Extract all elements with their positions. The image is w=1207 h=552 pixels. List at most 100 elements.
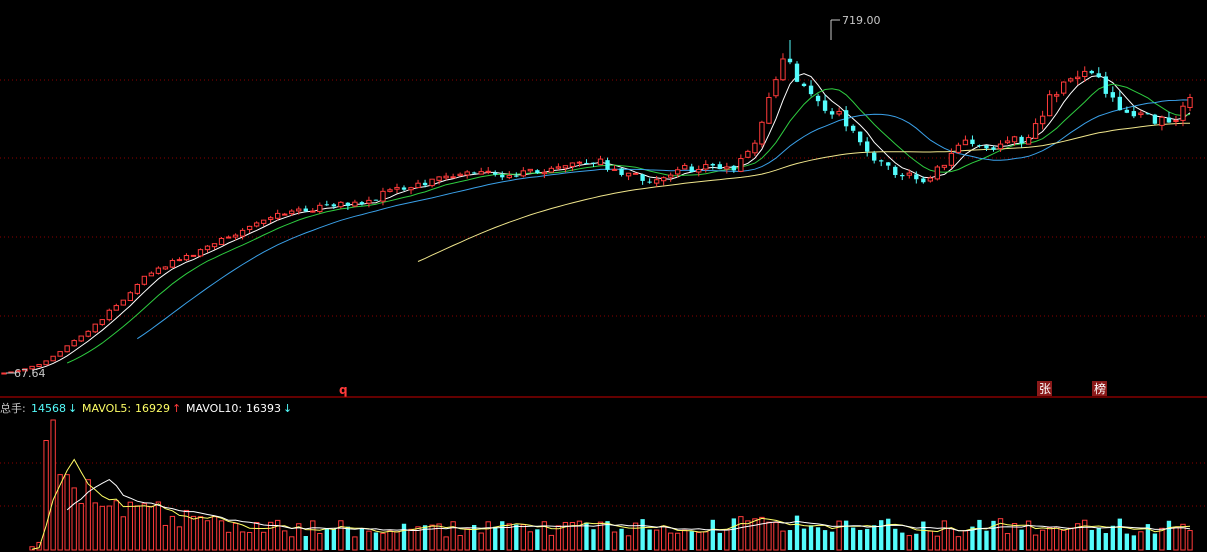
volume-bar-up xyxy=(127,501,133,551)
marker-zhang[interactable]: 张 xyxy=(1037,381,1052,396)
candle-body-down xyxy=(914,174,919,180)
candle-body-up xyxy=(1004,140,1011,144)
volume-bar-up xyxy=(941,520,948,551)
volume-bar-down xyxy=(872,525,877,550)
candle-body-up xyxy=(955,144,962,153)
candle-body-up xyxy=(204,245,211,251)
volume-bar-up xyxy=(50,419,56,551)
volume-bar-up xyxy=(78,502,84,551)
candle-body-up xyxy=(555,166,562,169)
candle-body-up xyxy=(1046,94,1053,117)
volume-bar-up xyxy=(1039,529,1046,551)
candle-body-down xyxy=(808,85,814,95)
candle-body-up xyxy=(738,158,744,172)
ma-line-60 xyxy=(417,122,1190,262)
candle-body-up xyxy=(766,97,772,124)
candle-body-up xyxy=(387,189,393,192)
mavol5-label: MAVOL5: xyxy=(82,402,131,415)
volume-bar-up xyxy=(703,531,709,551)
candle-body-down xyxy=(345,202,351,206)
volume-bar-up xyxy=(113,500,119,551)
volume-bar-up xyxy=(380,532,386,551)
volume-bar-up xyxy=(548,534,555,551)
candle-body-down xyxy=(829,111,835,115)
candle-body-down xyxy=(535,170,540,174)
volume-bar-down xyxy=(584,522,589,550)
total-volume-label: 总手: xyxy=(0,401,26,415)
mavol10-value: 16393 xyxy=(246,402,281,415)
candle-body-up xyxy=(443,175,449,179)
candle-body-up xyxy=(246,225,253,231)
volume-bar-up xyxy=(85,479,91,551)
candle-body-down xyxy=(731,165,737,171)
volume-bar-down xyxy=(1117,518,1122,550)
volume-bar-down xyxy=(359,528,365,550)
candle-body-up xyxy=(275,212,281,219)
volume-bar-down xyxy=(1096,528,1101,550)
volume-bar-up xyxy=(675,532,681,551)
candle-body-up xyxy=(1082,70,1088,78)
candle-body-up xyxy=(225,236,232,239)
volume-bar-up xyxy=(436,523,442,551)
candle-body-up xyxy=(1187,97,1193,108)
volume-bar-down xyxy=(879,520,884,550)
volume-bar-down xyxy=(1152,533,1158,550)
volume-bar-down xyxy=(991,520,996,550)
candle-body-down xyxy=(640,174,645,181)
volume-bar-up xyxy=(962,530,969,551)
volume-bar-up xyxy=(569,522,576,551)
candle-body-up xyxy=(29,365,35,370)
candle-body-up xyxy=(1053,94,1060,97)
candle-body-down xyxy=(500,174,505,178)
candle-body-up xyxy=(113,305,119,311)
marker-q[interactable]: q xyxy=(339,383,348,397)
ma-line-5 xyxy=(31,73,1191,371)
volume-bar-up xyxy=(253,521,260,551)
volume-bar-down xyxy=(1131,535,1137,550)
volume-bar-up xyxy=(780,530,786,551)
total-volume-value: 14568 xyxy=(31,402,66,415)
volume-bar-up xyxy=(183,509,190,551)
volume-bar-up xyxy=(260,531,267,551)
volume-bar-down xyxy=(886,518,891,550)
candle-body-up xyxy=(408,187,414,191)
candle-body-up xyxy=(1075,76,1081,80)
volume-bar-up xyxy=(527,531,534,551)
candle-body-down xyxy=(717,164,722,170)
candle-body-up xyxy=(394,186,400,190)
candle-body-up xyxy=(527,168,534,172)
volume-bar-down xyxy=(1166,520,1172,550)
candle-body-up xyxy=(520,170,526,177)
volume-bar-up xyxy=(541,521,548,551)
candle-body-down xyxy=(647,181,652,183)
candle-body-up xyxy=(253,222,260,227)
marker-bang[interactable]: 榜 xyxy=(1092,381,1107,396)
candle-body-down xyxy=(401,187,407,190)
mavol10-arrow: ↓ xyxy=(283,402,292,415)
volume-bar-up xyxy=(724,529,730,551)
volume-bar-up xyxy=(443,536,449,551)
candle-body-down xyxy=(1166,117,1172,123)
candle-body-down xyxy=(1096,73,1101,78)
candle-body-down xyxy=(331,204,337,207)
volume-bar-up xyxy=(1025,520,1032,551)
candle-body-up xyxy=(366,199,372,204)
volume-bar-down xyxy=(970,526,975,550)
volume-bar-up xyxy=(239,531,246,551)
candle-body-down xyxy=(1089,70,1094,74)
candle-body-up xyxy=(562,165,569,169)
candle-body-up xyxy=(660,177,667,182)
candle-body-down xyxy=(373,199,379,201)
candle-body-up xyxy=(120,299,126,306)
volume-bar-down xyxy=(801,528,807,550)
volume-bar-up xyxy=(576,520,583,551)
volume-bar-down xyxy=(1103,533,1108,550)
volume-bar-up xyxy=(1046,526,1053,551)
candle-body-up xyxy=(106,309,112,321)
candle-body-up xyxy=(611,168,618,171)
volume-bar-up xyxy=(597,521,604,551)
volume-bar-up xyxy=(29,546,35,551)
volume-bar-up xyxy=(169,515,176,551)
